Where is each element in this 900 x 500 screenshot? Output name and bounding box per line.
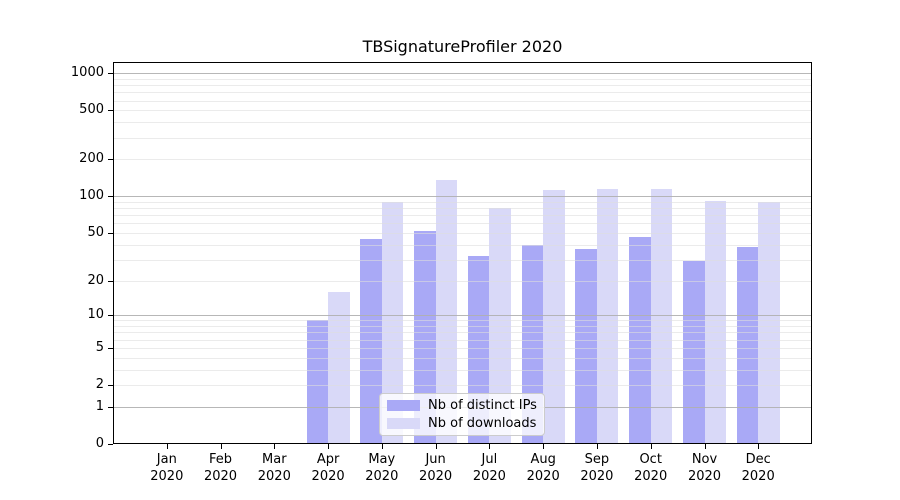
y-tick-label: 1000 (70, 65, 104, 81)
x-tick-label: Apr 2020 (311, 452, 345, 484)
gridline-minor (113, 357, 812, 359)
y-tick-mark (108, 73, 113, 75)
y-tick-mark (108, 159, 113, 161)
bar-nb-of-downloads (381, 202, 404, 444)
y-tick-mark (108, 110, 113, 112)
bar-nb-of-downloads (435, 179, 458, 444)
legend-swatch-nb-of-downloads (387, 417, 420, 429)
x-tick-mark (435, 444, 437, 449)
gridline-minor (113, 326, 812, 327)
gridline-minor (113, 122, 812, 124)
chart-title: TBSignatureProfiler 2020 (362, 37, 563, 56)
gridline-minor (113, 85, 812, 87)
y-tick-label: 2 (95, 377, 104, 392)
x-tick-label: Oct 2020 (634, 452, 668, 484)
gridline-minor (113, 259, 812, 261)
gridline-minor (113, 159, 812, 161)
x-tick-label: Feb 2020 (203, 452, 238, 484)
legend-entry-nb-of-distinct-ips: Nb of distinct IPs (387, 398, 537, 413)
gridline-major (113, 315, 812, 317)
bar-nb-of-downloads (543, 189, 565, 444)
gridline-minor (113, 232, 812, 234)
y-tick-label: 100 (79, 188, 104, 204)
gridline-major (113, 73, 812, 75)
gridline-minor (113, 110, 812, 112)
legend-label: Nb of downloads (428, 415, 537, 431)
x-tick-mark (758, 444, 760, 449)
y-tick-label: 500 (79, 102, 104, 118)
legend-swatch-nb-of-distinct-ips (387, 400, 420, 412)
x-tick-mark (166, 444, 168, 449)
x-tick-label: Jan 2020 (150, 452, 184, 484)
y-tick-mark (108, 406, 113, 408)
y-tick-label: 5 (95, 339, 104, 355)
x-tick-mark (543, 444, 545, 449)
x-tick-mark (220, 444, 222, 449)
y-tick-mark (108, 315, 113, 317)
x-tick-label: May 2020 (365, 452, 399, 484)
y-tick-label: 1 (95, 398, 104, 414)
x-tick-mark (489, 444, 491, 449)
y-tick-label: 50 (87, 224, 104, 240)
bar-nb-of-distinct-ips (683, 261, 705, 444)
x-tick-label: Nov 2020 (687, 452, 722, 484)
gridline-minor (113, 385, 812, 386)
y-tick-label: 0 (95, 436, 104, 451)
x-tick-label: Dec 2020 (741, 452, 775, 484)
gridline-minor (113, 280, 812, 282)
gridline-minor (113, 137, 812, 139)
gridline-minor (113, 369, 812, 371)
x-tick-label: Aug 2020 (526, 452, 560, 484)
gridline-minor (113, 320, 812, 322)
x-tick-mark (381, 444, 383, 449)
gridline-minor (113, 208, 812, 210)
x-tick-label: Sep 2020 (580, 452, 614, 484)
x-tick-mark (328, 444, 330, 449)
bar-nb-of-distinct-ips (360, 238, 382, 444)
gridline-minor (113, 339, 812, 341)
y-tick-label: 20 (87, 272, 104, 288)
gridline-minor (113, 78, 812, 80)
bar-nb-of-distinct-ips (414, 230, 436, 444)
y-tick-label: 10 (87, 307, 104, 323)
gridline-minor (113, 347, 812, 349)
legend: Nb of distinct IPs Nb of downloads (379, 393, 545, 436)
bar-nb-of-distinct-ips (306, 320, 329, 444)
bar-nb-of-downloads (596, 189, 619, 444)
x-tick-mark (650, 444, 652, 449)
gridline-minor (113, 215, 812, 217)
plot-area (113, 62, 812, 444)
x-tick-label: Jun 2020 (419, 452, 453, 484)
gridline-minor (113, 244, 812, 246)
gridline-minor (113, 100, 812, 102)
bar-nb-of-distinct-ips (575, 248, 597, 444)
gridline-minor (113, 92, 812, 94)
y-tick-mark (108, 232, 113, 234)
bar-nb-of-downloads (650, 188, 673, 444)
bar-nb-of-distinct-ips (629, 237, 651, 444)
y-tick-mark (108, 347, 113, 349)
x-tick-mark (274, 444, 276, 449)
bar-nb-of-downloads (328, 291, 350, 444)
bar-nb-of-downloads (758, 202, 780, 444)
x-tick-mark (704, 444, 706, 449)
gridline-minor (113, 223, 812, 225)
bar-nb-of-downloads (704, 200, 726, 444)
gridline-minor (113, 201, 812, 203)
legend-entry-nb-of-downloads: Nb of downloads (387, 416, 537, 431)
gridline-minor (113, 332, 812, 334)
y-tick-label: 200 (79, 151, 104, 167)
x-tick-mark (596, 444, 598, 449)
x-tick-label: Mar 2020 (257, 452, 291, 484)
legend-label: Nb of distinct IPs (428, 398, 537, 414)
y-tick-mark (108, 385, 113, 386)
y-tick-mark (108, 280, 113, 282)
x-tick-label: Jul 2020 (472, 452, 506, 484)
y-tick-mark (108, 444, 113, 445)
bar-nb-of-distinct-ips (736, 247, 759, 444)
y-tick-mark (108, 196, 113, 198)
gridline-major (113, 196, 812, 198)
